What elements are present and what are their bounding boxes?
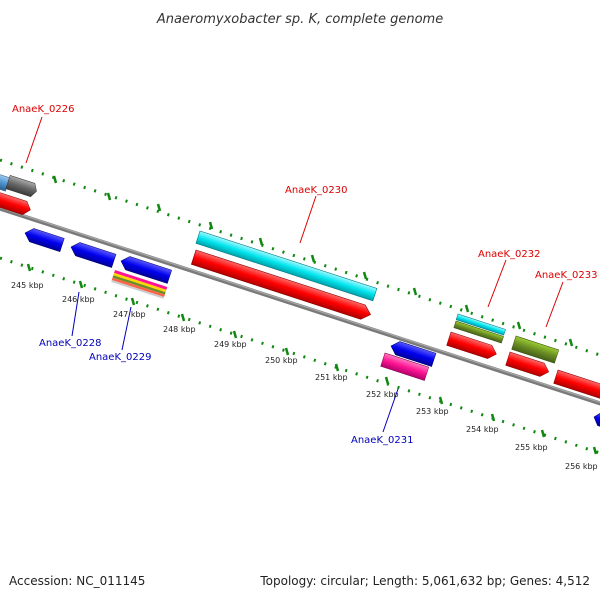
tick-labels: 245 kbp 246 kbp 247 kbp 248 kbp 249 kbp … [11,281,598,471]
gene-anaek-0233[interactable] [505,351,551,379]
outer-major-ticks [52,175,574,347]
gene-label[interactable]: AnaeK_0232 [478,249,540,260]
gene-feature-light-blue[interactable] [0,173,11,192]
tick-label: 256 kbp [565,462,598,471]
gene-anaek-0230[interactable] [190,249,373,322]
gene-feature-gray[interactable] [5,175,39,198]
map-title: Anaeromyxobacter sp. K, complete genome [156,12,443,27]
gene-anaek-0232-misc[interactable] [453,320,504,344]
gene-labels: AnaeK_0226 AnaeK_0230 AnaeK_0232 AnaeK_0… [12,104,597,446]
tick-label: 245 kbp [11,281,44,290]
gene-label[interactable]: AnaeK_0228 [39,338,101,349]
tick-label: 252 kbp [366,390,399,399]
gene-anaek-0231-blue[interactable] [389,339,437,367]
gene-anaek-0229-blue[interactable] [119,254,172,284]
gene-anaek-0229[interactable] [111,270,168,299]
gene-anaek-0230-rna[interactable] [195,230,378,302]
gene-anaek-0231[interactable] [380,352,430,381]
tick-label: 253 kbp [416,407,449,416]
gene-label[interactable]: AnaeK_0226 [12,104,74,115]
tick-label: 251 kbp [315,373,348,382]
gene-label[interactable]: AnaeK_0231 [351,435,413,446]
inner-major-ticks [26,263,598,455]
tick-label: 250 kbp [265,356,298,365]
genome-backbone-highlight [0,206,600,404]
label-leaders [25,116,564,433]
tick-label: 249 kbp [214,340,247,349]
gene-feature-red-edge[interactable] [553,369,600,400]
tick-label: 255 kbp [515,443,548,452]
tick-label: 248 kbp [163,325,196,334]
genome-backbone [0,206,600,406]
gene-label[interactable]: AnaeK_0233 [535,270,597,281]
gene-label[interactable]: AnaeK_0229 [89,352,151,363]
gene-label[interactable]: AnaeK_0230 [285,185,347,196]
gene-reverse-blue[interactable] [23,226,65,253]
gene-anaek-0232-rna[interactable] [455,313,506,336]
gene-anaek-0232[interactable] [446,331,499,361]
gene-anaek-0228[interactable] [69,240,117,268]
gene-anaek-0233-misc[interactable] [511,335,560,364]
gene-anaek-0227[interactable] [0,191,33,217]
genome-summary-text: Topology: circular; Length: 5,061,632 bp… [260,574,590,588]
accession-text: Accession: NC_011145 [9,574,146,588]
gene-reverse-blue-edge[interactable] [592,410,600,429]
tick-label: 254 kbp [466,425,499,434]
